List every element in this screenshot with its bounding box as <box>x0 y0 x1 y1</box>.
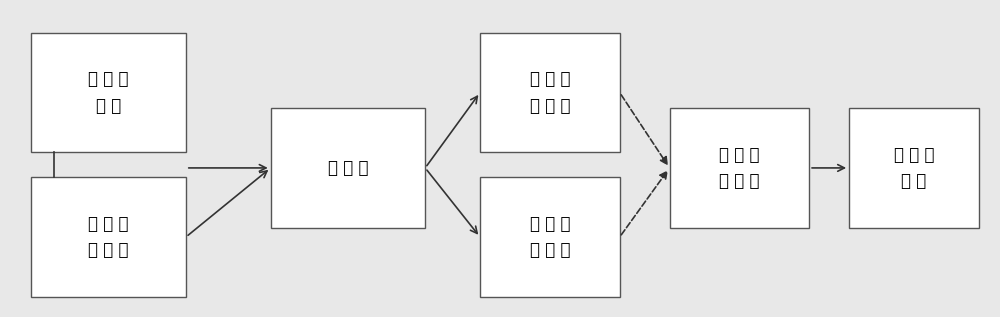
Text: 远 程 控
制 器: 远 程 控 制 器 <box>894 146 934 190</box>
Bar <box>480 177 620 297</box>
Bar <box>271 108 425 228</box>
Text: 第 二 无
线 模 块: 第 二 无 线 模 块 <box>719 146 760 190</box>
Text: 第 三 无
线 模 块: 第 三 无 线 模 块 <box>530 215 570 259</box>
Bar <box>849 108 979 228</box>
Text: 信 号 放
大 器: 信 号 放 大 器 <box>88 70 129 115</box>
Bar <box>480 33 620 152</box>
Bar <box>31 33 186 152</box>
Text: 声 发 射
传 感 器: 声 发 射 传 感 器 <box>88 215 129 259</box>
Text: 第 一 无
线 模 块: 第 一 无 线 模 块 <box>530 70 570 115</box>
Text: 控 制 器: 控 制 器 <box>328 159 368 177</box>
Bar <box>670 108 809 228</box>
Bar <box>31 177 186 297</box>
